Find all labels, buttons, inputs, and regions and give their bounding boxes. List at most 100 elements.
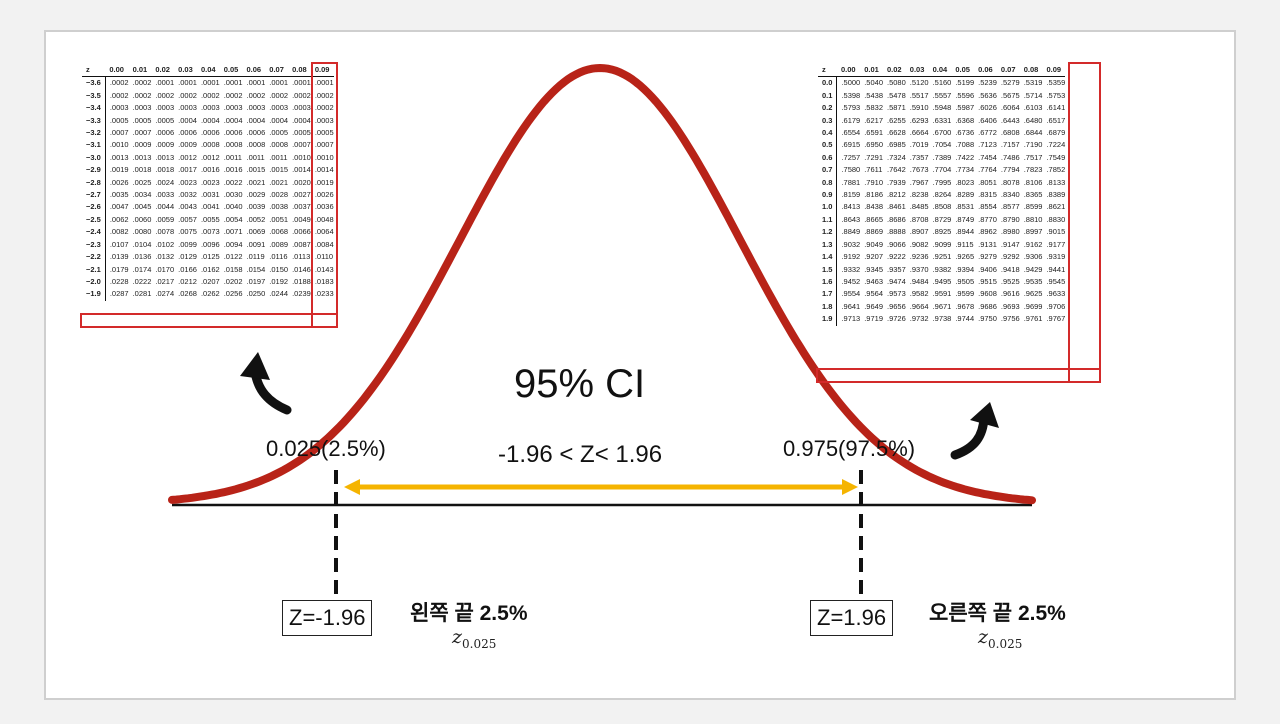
probability-cell: .9554 — [841, 289, 861, 299]
probability-cell: .0045 — [132, 202, 152, 212]
probability-cell: .0007 — [292, 140, 311, 150]
right-header-cell: 0.04 — [928, 64, 952, 78]
table-row: −2.7.0035.0034.0033.0032.0031.0030.0029.… — [82, 189, 334, 202]
probability-cell: .0049 — [292, 214, 311, 224]
probability-cell: .0004 — [178, 115, 197, 125]
probability-cell: .9625 — [1023, 289, 1043, 299]
probability-cell: .9484 — [909, 276, 929, 286]
probability-cell: .0087 — [292, 239, 311, 249]
probability-cell: .0003 — [292, 103, 311, 113]
probability-cell: .9162 — [1023, 239, 1043, 249]
z-value-cell: −3.5 — [82, 89, 106, 103]
probability-cell: .7454 — [978, 152, 997, 162]
probability-cell: .0222 — [132, 276, 152, 286]
probability-cell: .0006 — [246, 128, 266, 138]
probability-cell: .0026 — [314, 190, 334, 200]
probability-cell: .0122 — [223, 252, 243, 262]
probability-cell: .0002 — [314, 90, 334, 100]
probability-cell: .9656 — [887, 301, 906, 311]
probability-cell: .9099 — [932, 239, 952, 249]
probability-cell: .8888 — [887, 227, 906, 237]
probability-cell: .0080 — [132, 227, 152, 237]
probability-cell: .0183 — [314, 276, 334, 286]
probability-cell: .5319 — [1023, 78, 1043, 88]
probability-cell: .9664 — [909, 301, 929, 311]
z-value-cell: 1.7 — [818, 288, 838, 301]
z-value-cell: −1.9 — [82, 288, 106, 301]
table-row: −2.9.0019.0018.0018.0017.0016.0016.0015.… — [82, 164, 334, 177]
probability-cell: .8106 — [1023, 177, 1043, 187]
probability-cell: .0008 — [269, 140, 289, 150]
probability-cell: .7123 — [978, 140, 997, 150]
probability-cell: .8389 — [1046, 190, 1066, 200]
probability-cell: .5199 — [955, 78, 975, 88]
probability-cell: .5910 — [909, 103, 929, 113]
probability-cell: .0006 — [155, 128, 175, 138]
z-value-cell: 0.8 — [818, 176, 838, 190]
probability-cell: .0217 — [155, 276, 175, 286]
probability-cell: .6700 — [932, 128, 952, 138]
probability-cell: .6103 — [1023, 103, 1043, 113]
probability-cell: .8729 — [932, 214, 952, 224]
probability-cell: .9573 — [887, 289, 906, 299]
probability-cell: .6772 — [978, 128, 997, 138]
probability-cell: .6736 — [955, 128, 975, 138]
probability-cell: .8643 — [841, 214, 861, 224]
probability-cell: .9495 — [932, 276, 952, 286]
probability-cell: .8186 — [864, 190, 883, 200]
probability-cell: .0001 — [314, 78, 334, 88]
probability-cell: .9756 — [1000, 314, 1020, 324]
bell-curve — [168, 63, 1036, 505]
probability-cell: .6179 — [841, 115, 861, 125]
probability-cell: .0003 — [155, 103, 175, 113]
probability-cell: .7704 — [932, 165, 952, 175]
probability-cell: .7995 — [932, 177, 952, 187]
z-value-cell: −2.2 — [82, 251, 106, 264]
z-value-cell: −2.5 — [82, 213, 106, 227]
table-row: 0.6.7257.7291.7324.7357.7389.7422.7454.7… — [818, 151, 1065, 165]
table-row: −3.6.0002.0002.0001.0001.0001.0001.0001.… — [82, 76, 334, 90]
table-row: −2.6.0047.0045.0044.0043.0041.0040.0039.… — [82, 201, 334, 214]
probability-cell: .6985 — [887, 140, 906, 150]
probability-cell: .9608 — [978, 289, 997, 299]
left-area-label: 0.025(2.5%) — [266, 436, 386, 461]
probability-cell: .8315 — [978, 190, 997, 200]
table-row: 1.9.9713.9719.9726.9732.9738.9744.9750.9… — [818, 313, 1065, 326]
probability-cell: .9750 — [978, 314, 997, 324]
probability-cell: .0017 — [178, 165, 197, 175]
probability-cell: .6255 — [887, 115, 906, 125]
z-value-cell: −3.4 — [82, 102, 106, 115]
probability-cell: .0055 — [200, 214, 220, 224]
probability-cell: .5675 — [1000, 90, 1020, 100]
probability-cell: .0099 — [178, 239, 197, 249]
table-row: 1.3.9032.9049.9066.9082.9099.9115.9131.9… — [818, 238, 1065, 252]
probability-cell: .0040 — [223, 202, 243, 212]
probability-cell: .0059 — [155, 214, 175, 224]
probability-cell: .7939 — [887, 177, 906, 187]
z-value-cell: 0.4 — [818, 127, 838, 140]
probability-cell: .0016 — [223, 165, 243, 175]
probability-cell: .0011 — [269, 152, 288, 162]
right-header-cell: 0.00 — [836, 64, 861, 78]
probability-cell: .0188 — [292, 276, 311, 286]
probability-cell: .9236 — [909, 252, 929, 262]
probability-cell: .9265 — [955, 252, 975, 262]
z-value-cell: 1.5 — [818, 263, 838, 276]
probability-cell: .0008 — [200, 140, 220, 150]
table-row: −3.1.0010.0009.0009.0009.0008.0008.0008.… — [82, 139, 334, 152]
probability-cell: .0054 — [223, 214, 243, 224]
probability-cell: .9732 — [909, 314, 929, 324]
probability-cell: .7224 — [1046, 140, 1066, 150]
probability-cell: .8238 — [909, 190, 929, 200]
left-header-cell: 0.06 — [242, 64, 266, 78]
probability-cell: .5871 — [887, 103, 906, 113]
probability-cell: .6554 — [841, 128, 861, 138]
curved-arrow-up-left-icon — [240, 352, 292, 415]
right-tail-label: 오른쪽 끝 2.5% — [929, 602, 1066, 625]
left-header-cell: 0.09 — [310, 64, 334, 78]
probability-cell: .0060 — [132, 214, 152, 224]
probability-cell: .0091 — [246, 239, 266, 249]
z-value-cell: −2.4 — [82, 226, 106, 239]
probability-cell: .0202 — [223, 276, 243, 286]
probability-cell: .0002 — [223, 90, 243, 100]
